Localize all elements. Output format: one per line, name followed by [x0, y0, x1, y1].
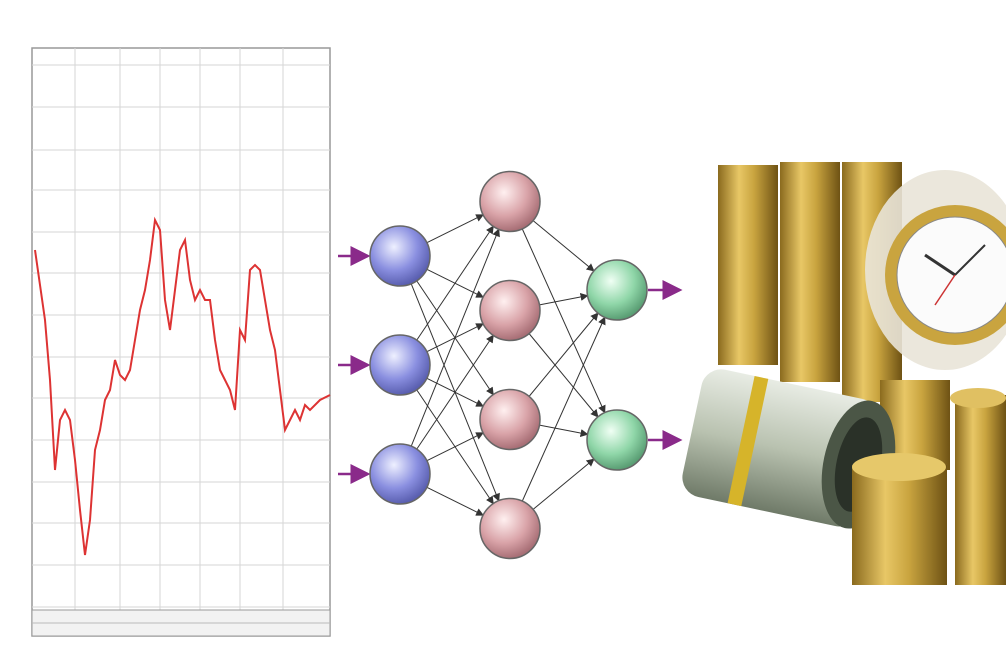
price-chart: [32, 48, 330, 636]
node: [480, 499, 540, 559]
node: [370, 335, 430, 395]
edge: [539, 425, 587, 434]
edge: [427, 215, 483, 243]
edge: [533, 459, 594, 509]
node: [370, 444, 430, 504]
edge: [533, 221, 594, 271]
node: [587, 260, 647, 320]
node: [480, 172, 540, 232]
node: [370, 226, 430, 286]
node: [587, 410, 647, 470]
money-photo: [679, 162, 1006, 585]
node: [480, 281, 540, 341]
edge: [417, 226, 494, 340]
node: [480, 390, 540, 450]
scene: [0, 0, 1006, 671]
neural-network: [338, 172, 680, 559]
edge: [427, 433, 483, 461]
edge: [417, 335, 494, 449]
edge: [539, 296, 587, 305]
edge: [427, 487, 483, 515]
